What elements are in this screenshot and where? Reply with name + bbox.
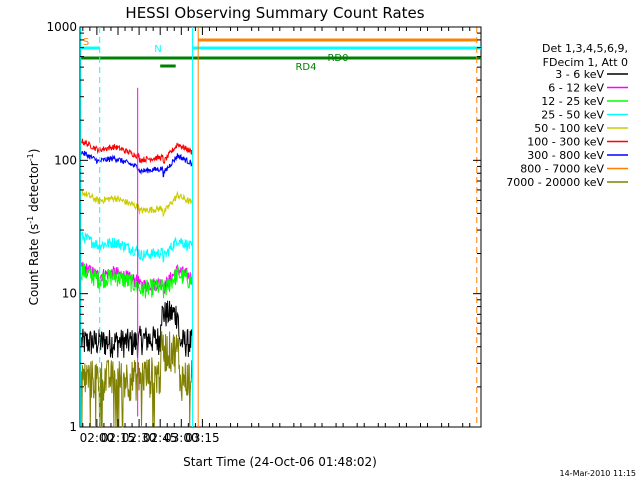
legend-label: 100 - 300 keV (527, 136, 604, 149)
y-axis-label-sup2: -1 (26, 153, 35, 161)
y-axis-label-sup1: -1 (26, 216, 35, 224)
legend-header-1: Det 1,3,4,5,6,9, (542, 42, 628, 55)
x-tick-label: 02:15 (101, 431, 136, 445)
chart-title: HESSI Observing Summary Count Rates (125, 4, 424, 22)
x-tick-label: 03:15 (185, 431, 220, 445)
y-axis-label-main: Count Rate (s (27, 224, 41, 306)
y-tick-label: 10 (62, 287, 77, 301)
series-line (80, 263, 193, 299)
y-axis-label-end: ) (27, 149, 41, 154)
legend-label: 300 - 800 keV (527, 149, 604, 162)
legend-label: 6 - 12 keV (548, 82, 604, 95)
saa-label: S (83, 37, 89, 48)
plot-frame (79, 26, 482, 428)
y-tick-label: 1000 (46, 20, 77, 34)
y-axis-label: Count Rate (s-1 detector-1) (26, 149, 41, 306)
x-axis-label: Start Time (24-Oct-06 01:48:02) (183, 455, 377, 469)
legend: Det 1,3,4,5,6,9, FDecim 1, Att 0 3 - 6 k… (506, 42, 628, 189)
legend-label: 800 - 7000 keV (520, 163, 604, 176)
x-tick-label: 03:00 (164, 431, 199, 445)
rd4-label: RD4 (295, 62, 316, 73)
legend-label: 7000 - 20000 keV (506, 176, 604, 189)
legend-label: 12 - 25 keV (541, 95, 604, 108)
series-layer (80, 87, 193, 428)
series-line (81, 189, 193, 218)
x-tick-label: 02:30 (122, 431, 157, 445)
legend-label: 3 - 6 keV (555, 68, 604, 81)
flags-layer: S N RD0 RD4 (80, 27, 481, 427)
y-axis-label-mid: detector (27, 161, 41, 216)
legend-label: 25 - 50 keV (541, 109, 604, 122)
y-tick-label: 1 (69, 420, 77, 434)
y-tick-label: 100 (54, 153, 77, 167)
legend-header-2: FDecim 1, Att 0 (543, 56, 628, 69)
night-label: N (154, 44, 161, 55)
x-tick-label: 02:45 (143, 431, 178, 445)
series-line (80, 231, 193, 263)
rd0-label: RD0 (327, 53, 348, 64)
legend-label: 50 - 100 keV (534, 122, 604, 135)
timestamp: 14-Mar-2010 11:15 (560, 469, 637, 478)
x-tick-label: 02:00 (80, 431, 115, 445)
